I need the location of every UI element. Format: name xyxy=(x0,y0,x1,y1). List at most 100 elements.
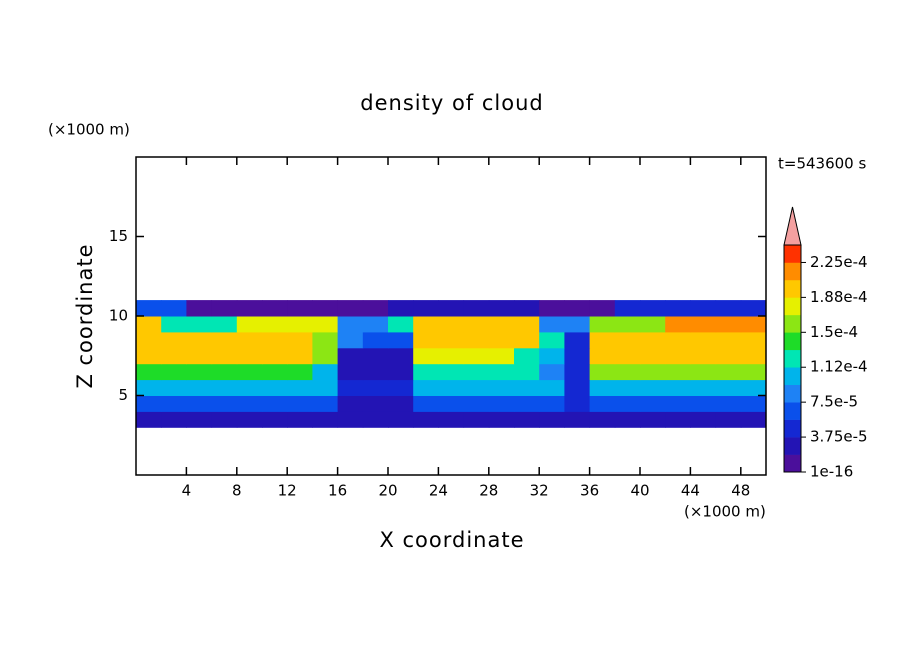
cell xyxy=(262,331,288,349)
cell xyxy=(337,379,364,396)
cell xyxy=(186,347,213,365)
cell xyxy=(715,395,742,412)
x-tick-label: 32 xyxy=(530,482,549,500)
cell xyxy=(136,300,162,317)
cell xyxy=(640,363,666,381)
x-tick-label: 44 xyxy=(681,482,700,500)
cell xyxy=(463,379,490,396)
colorbar-label: 3.75e-5 xyxy=(810,428,868,446)
cell xyxy=(136,331,162,349)
cell xyxy=(413,300,439,317)
cell xyxy=(539,379,565,396)
cell xyxy=(740,411,767,428)
cell xyxy=(287,363,313,381)
cell xyxy=(186,300,213,317)
cell xyxy=(665,411,691,428)
cell xyxy=(740,379,767,396)
cell xyxy=(589,331,616,349)
cell xyxy=(715,316,742,333)
cell xyxy=(740,300,767,317)
cell xyxy=(564,331,591,349)
x-tick-label: 4 xyxy=(182,482,192,500)
cell xyxy=(161,363,187,381)
colorbar-label: 1.88e-4 xyxy=(810,288,868,306)
cell xyxy=(614,347,641,365)
cell xyxy=(514,316,540,333)
cell xyxy=(312,316,339,333)
cell xyxy=(236,363,263,381)
cell xyxy=(740,363,767,381)
cell xyxy=(262,300,288,317)
cell xyxy=(589,411,616,428)
cell xyxy=(514,363,540,381)
x-tick-label: 24 xyxy=(429,482,448,500)
x-tick-label: 12 xyxy=(278,482,297,500)
cell xyxy=(161,331,187,349)
cell xyxy=(186,395,213,412)
cell xyxy=(287,331,313,349)
cell xyxy=(312,395,339,412)
cell xyxy=(211,331,238,349)
cell xyxy=(589,347,616,365)
cell xyxy=(388,347,414,365)
cell xyxy=(186,379,213,396)
cell xyxy=(589,316,616,333)
cell xyxy=(337,331,364,349)
cell xyxy=(463,331,490,349)
cell xyxy=(488,331,515,349)
cell xyxy=(488,363,515,381)
cell xyxy=(640,316,666,333)
x-unit: (×1000 m) xyxy=(684,503,766,521)
colorbar-bin xyxy=(784,454,801,473)
cell xyxy=(488,379,515,396)
colorbar-bin xyxy=(784,349,801,368)
cell xyxy=(236,395,263,412)
cell xyxy=(362,347,389,365)
chart-title: density of cloud xyxy=(360,91,543,115)
cell xyxy=(136,347,162,365)
cell xyxy=(287,300,313,317)
cell xyxy=(161,316,187,333)
colorbar-extend xyxy=(783,206,802,246)
colorbar-label: 7.5e-5 xyxy=(810,393,858,411)
cell xyxy=(362,300,389,317)
x-tick-label: 16 xyxy=(328,482,347,500)
cell xyxy=(211,316,238,333)
cell xyxy=(211,347,238,365)
cell xyxy=(438,316,465,333)
cell xyxy=(362,331,389,349)
cell xyxy=(488,316,515,333)
cell xyxy=(186,363,213,381)
colorbar-bin xyxy=(784,262,801,281)
colorbar-bin xyxy=(784,297,801,316)
cell xyxy=(614,411,641,428)
cell xyxy=(640,331,666,349)
cell xyxy=(262,316,288,333)
x-tick-label: 28 xyxy=(479,482,498,500)
cell xyxy=(161,347,187,365)
colorbar-bin xyxy=(784,384,801,403)
cell xyxy=(337,395,364,412)
cell xyxy=(236,331,263,349)
cell xyxy=(665,347,691,365)
cell xyxy=(161,379,187,396)
cell xyxy=(665,331,691,349)
colorbar-label: 1e-16 xyxy=(810,463,853,481)
cell xyxy=(262,379,288,396)
cell xyxy=(514,300,540,317)
cell xyxy=(161,300,187,317)
cell xyxy=(236,379,263,396)
cell xyxy=(715,300,742,317)
cell xyxy=(312,331,339,349)
cell xyxy=(388,300,414,317)
cell xyxy=(438,395,465,412)
colorbar-bin xyxy=(784,437,801,455)
cell xyxy=(337,316,364,333)
cell xyxy=(438,331,465,349)
x-axis-title: X coordinate xyxy=(379,528,524,552)
cell xyxy=(362,379,389,396)
cell xyxy=(362,395,389,412)
cell xyxy=(211,300,238,317)
cell xyxy=(337,363,364,381)
